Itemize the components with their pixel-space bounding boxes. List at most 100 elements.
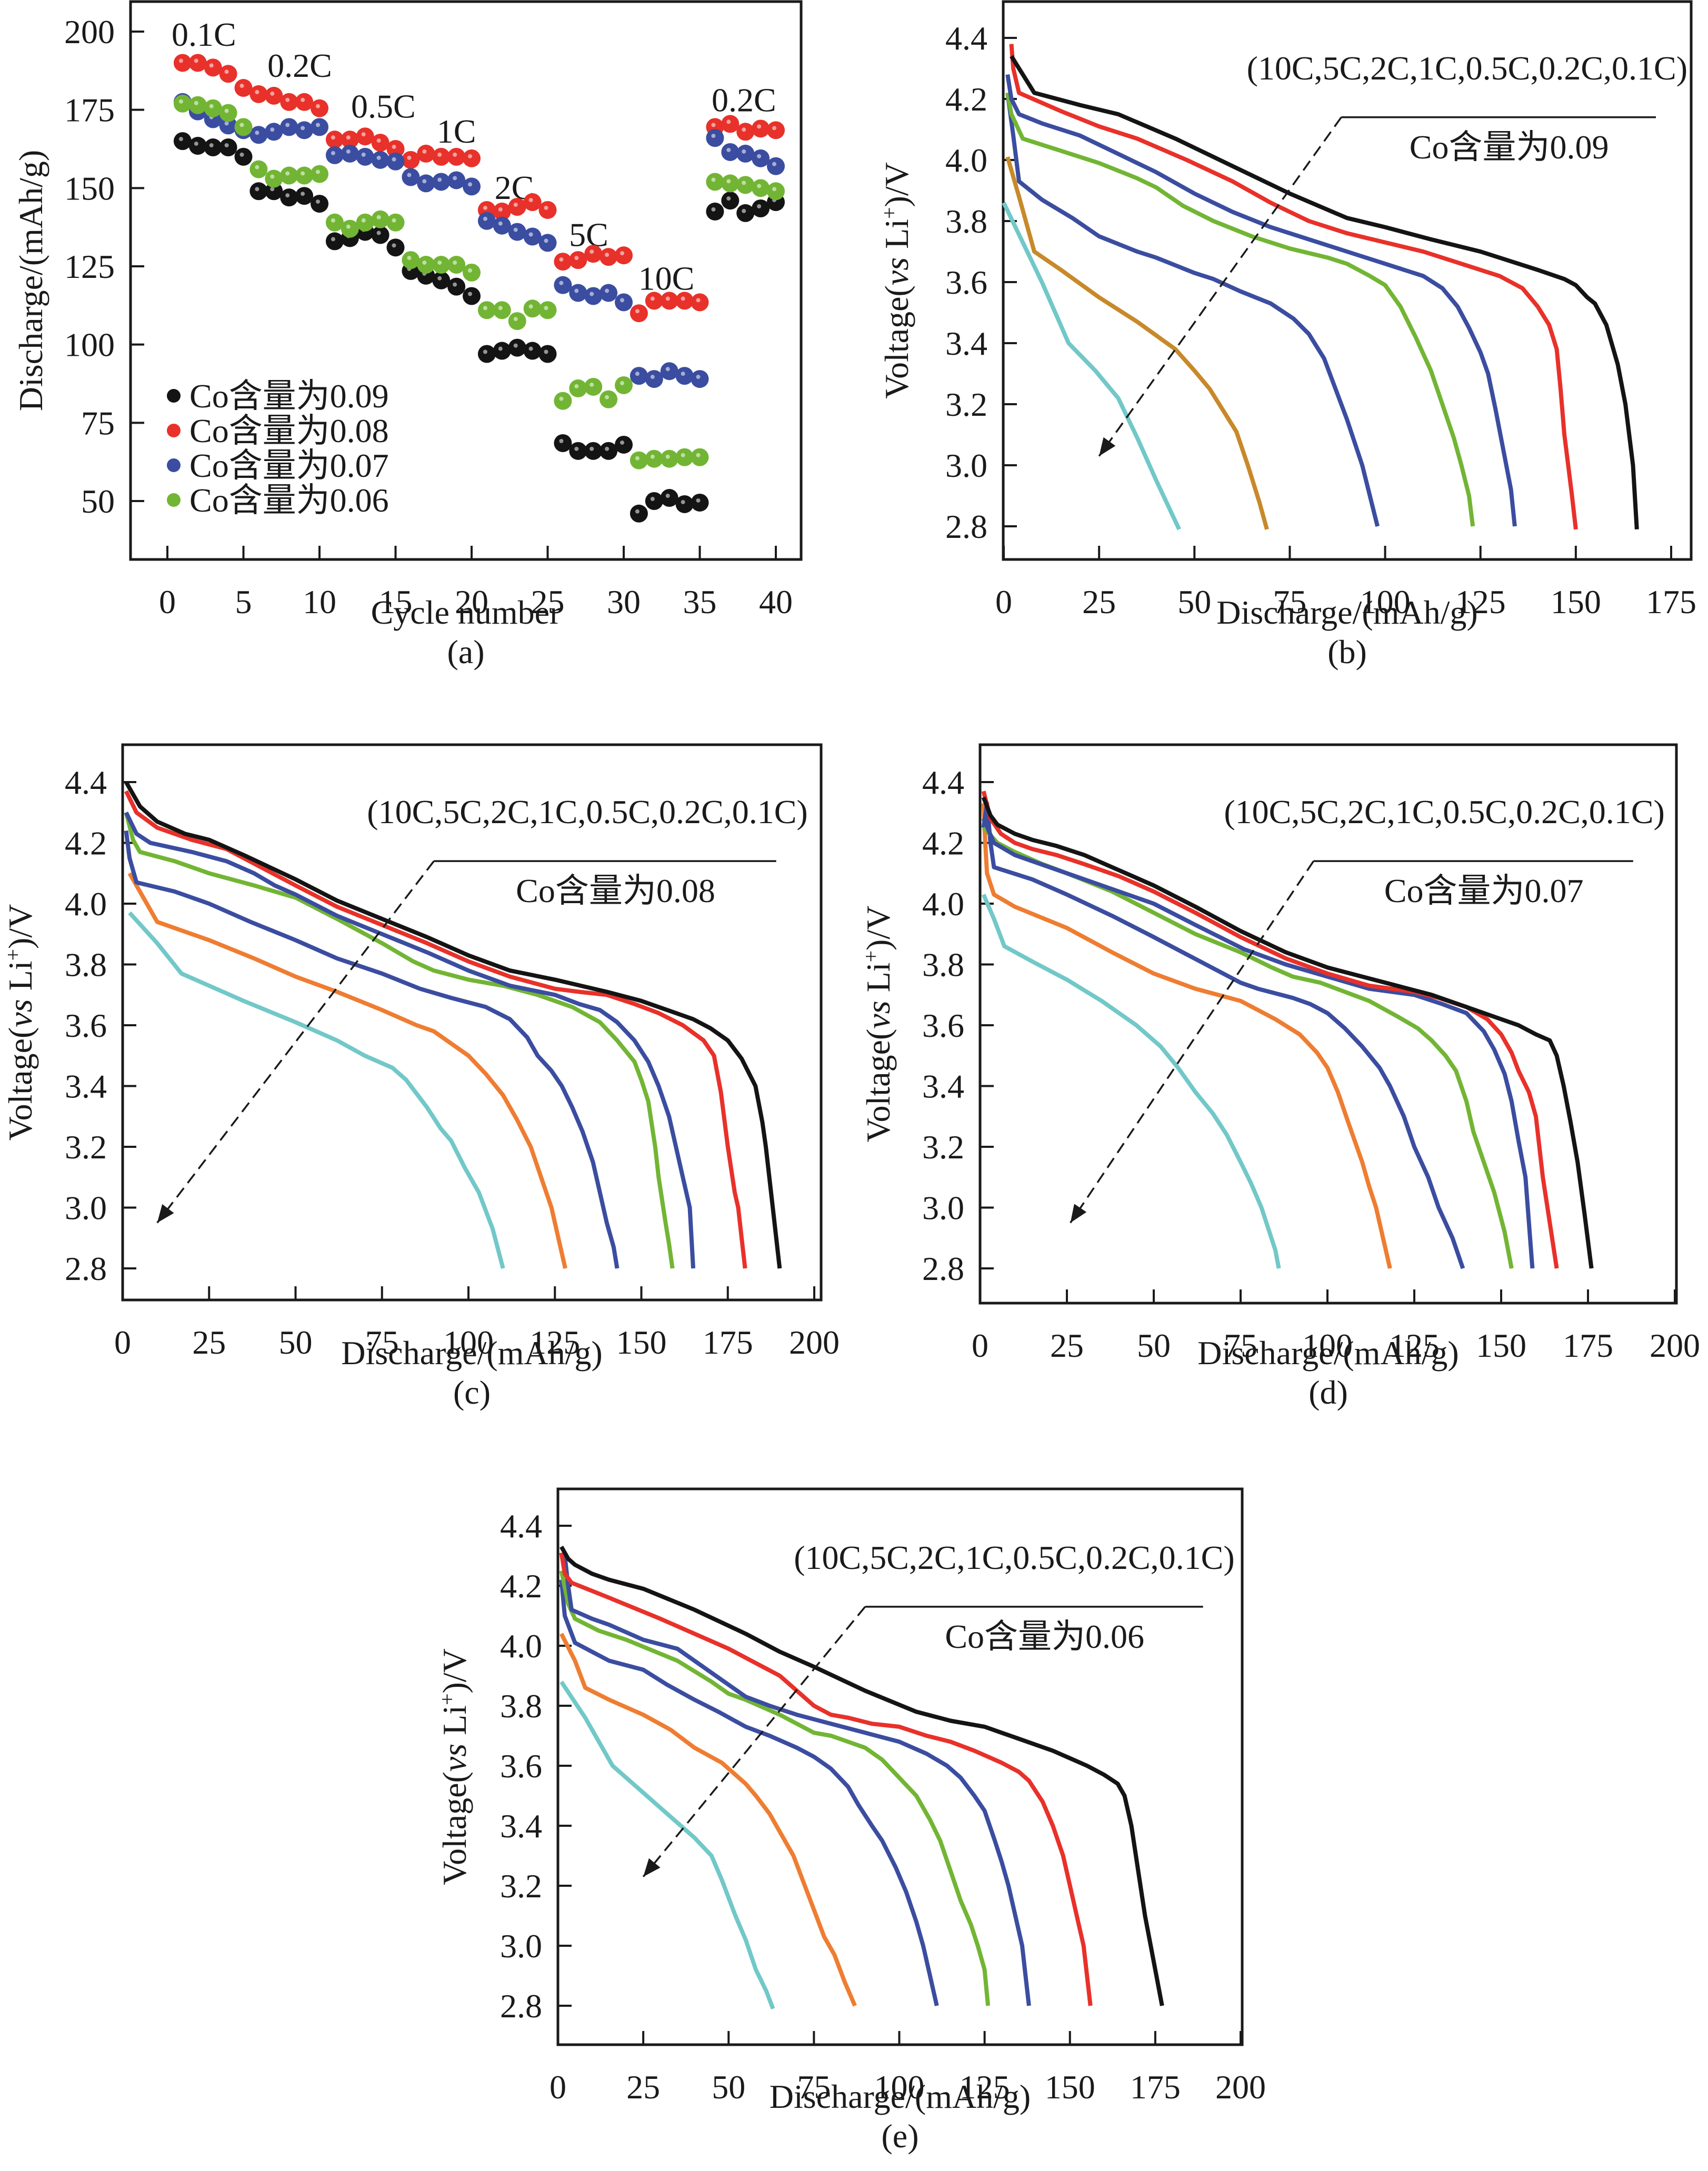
trend-arrow-line — [1070, 861, 1315, 1224]
curve-10C — [560, 1680, 775, 2010]
data-point-highlight — [422, 149, 427, 154]
data-point-highlight — [711, 177, 716, 182]
x-tick-label: 0 — [972, 1327, 988, 1364]
data-point — [188, 96, 207, 114]
data-point-highlight — [255, 131, 259, 135]
data-point — [569, 284, 587, 302]
y-tick-label: 125 — [64, 248, 115, 285]
data-point-highlight — [605, 253, 610, 257]
data-point — [477, 301, 496, 319]
data-point-highlight — [559, 281, 564, 285]
plot-frame — [121, 743, 823, 1302]
data-point-highlight — [711, 134, 716, 138]
data-point — [249, 126, 268, 144]
x-tick-label: 150 — [1476, 1327, 1526, 1364]
data-point — [325, 232, 344, 251]
data-point-highlight — [224, 121, 229, 126]
panel-caption: (b) — [1327, 633, 1367, 671]
data-point — [311, 195, 328, 213]
x-tick-label: 100 — [443, 1324, 494, 1361]
data-point-highlight — [392, 157, 396, 162]
data-point — [569, 442, 587, 460]
curve-0p5C — [124, 812, 695, 1269]
legend-label: Co含量为0.08 — [189, 412, 389, 449]
series-3 — [173, 94, 785, 469]
data-point — [280, 93, 298, 111]
data-point-highlight — [437, 276, 442, 281]
data-point-highlight — [209, 63, 214, 68]
data-point — [523, 193, 542, 212]
data-point-highlight — [483, 205, 487, 210]
x-tick-label: 25 — [1050, 1327, 1084, 1364]
data-point — [493, 202, 511, 221]
data-point — [660, 449, 678, 468]
curve-1C — [559, 1570, 991, 2006]
data-point-highlight — [483, 216, 487, 221]
data-point-highlight — [711, 207, 716, 212]
data-point-highlight — [696, 298, 701, 303]
x-tick-label: 175 — [1646, 583, 1696, 621]
data-point-highlight — [757, 204, 762, 208]
data-point-highlight — [574, 256, 579, 261]
y-tick-label: 4.4 — [922, 764, 964, 801]
legend-marker — [167, 458, 181, 472]
annotation-sample: Co含量为0.09 — [1410, 128, 1609, 166]
legend-marker — [167, 389, 181, 403]
data-point — [311, 165, 328, 183]
y-tick-label: 3.6 — [945, 264, 987, 301]
data-point — [493, 301, 511, 319]
data-point-highlight — [574, 384, 579, 388]
data-point — [675, 367, 694, 385]
data-point-highlight — [285, 193, 290, 198]
data-point — [417, 144, 435, 163]
data-point-highlight — [528, 304, 533, 309]
legend-label: Co含量为0.07 — [189, 447, 389, 484]
data-point — [675, 495, 694, 513]
data-point — [295, 121, 314, 139]
data-point-highlight — [331, 135, 335, 140]
curve-5C — [559, 1633, 857, 2007]
data-point-highlight — [726, 179, 731, 184]
curve-0p1C — [124, 781, 782, 1269]
data-point-highlight — [757, 124, 762, 129]
data-point — [265, 86, 283, 105]
data-point-highlight — [361, 152, 366, 157]
data-point-highlight — [376, 215, 381, 219]
x-tick-label: 35 — [683, 583, 717, 621]
data-point — [295, 93, 314, 111]
data-point-highlight — [224, 108, 229, 113]
trend-arrow-line — [1098, 116, 1342, 457]
data-point — [204, 99, 222, 117]
data-point — [767, 157, 785, 175]
x-tick-label: 100 — [1360, 583, 1411, 621]
data-point-highlight — [346, 135, 351, 140]
y-tick-label: 3.6 — [500, 1747, 542, 1785]
data-point — [234, 118, 253, 136]
rate-label: 0.5C — [351, 88, 416, 125]
y-tick-label: 3.8 — [922, 946, 964, 984]
data-point — [538, 301, 557, 319]
data-point-highlight — [316, 104, 320, 108]
data-point-highlight — [498, 346, 503, 351]
data-point-highlight — [757, 154, 762, 158]
data-point-highlight — [665, 296, 670, 301]
data-point — [249, 85, 268, 103]
data-point-highlight — [635, 456, 640, 461]
x-tick-label: 125 — [960, 2068, 1010, 2106]
data-point-highlight — [453, 261, 457, 265]
data-point — [356, 213, 374, 232]
data-point — [752, 179, 770, 197]
y-tick-label: 100 — [64, 326, 115, 364]
data-point — [600, 390, 618, 408]
data-point — [402, 151, 420, 169]
x-tick-label: 40 — [759, 583, 793, 621]
data-point — [463, 177, 481, 196]
x-axis-label: Cycle number — [371, 594, 561, 631]
curve-0p5C — [981, 817, 1535, 1269]
data-point-highlight — [757, 184, 762, 188]
y-axis-label-part: + — [1, 949, 25, 961]
arrow-head-icon — [1099, 437, 1116, 456]
data-point — [630, 304, 648, 323]
